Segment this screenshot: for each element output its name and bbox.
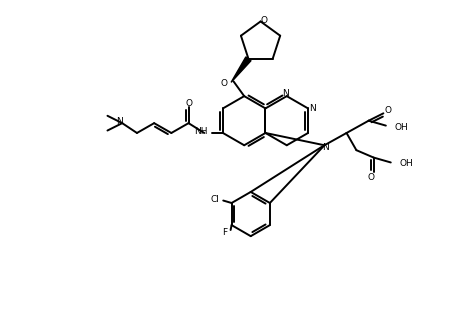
Text: O: O	[185, 99, 192, 108]
Text: N: N	[322, 143, 329, 152]
Text: Cl: Cl	[211, 195, 219, 204]
Text: O: O	[220, 79, 227, 88]
Text: N: N	[282, 89, 289, 98]
Text: O: O	[385, 106, 392, 116]
Text: OH: OH	[395, 123, 408, 132]
Text: N: N	[117, 117, 123, 126]
Text: F: F	[222, 228, 227, 237]
Text: OH: OH	[400, 159, 413, 168]
Text: N: N	[310, 104, 316, 113]
Text: O: O	[261, 16, 268, 25]
Polygon shape	[231, 57, 251, 82]
Text: O: O	[368, 173, 375, 182]
Text: NH: NH	[194, 127, 207, 136]
